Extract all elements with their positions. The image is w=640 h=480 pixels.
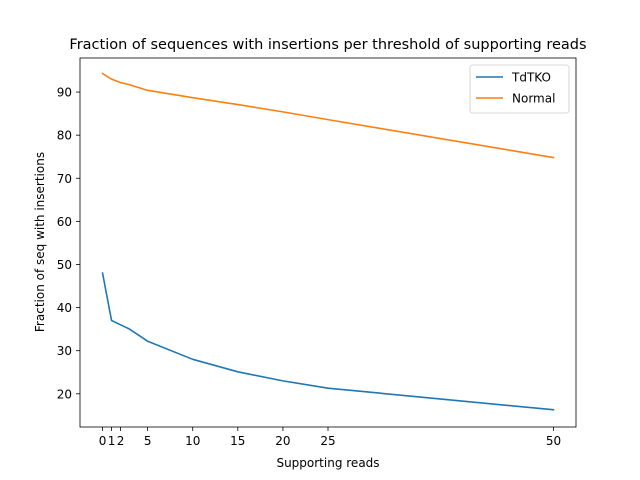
y-tick-label: 70 <box>57 172 72 186</box>
series-line-normal <box>101 72 555 159</box>
y-tick-label: 60 <box>57 215 72 229</box>
y-tick-label: 30 <box>57 344 72 358</box>
x-tick-label: 20 <box>275 434 290 448</box>
y-tick-label: 80 <box>57 129 72 143</box>
y-tick-label: 90 <box>57 86 72 100</box>
chart-title: Fraction of sequences with insertions pe… <box>69 37 586 53</box>
x-tick-label: 50 <box>546 434 561 448</box>
x-axis-label: Supporting reads <box>276 456 379 470</box>
legend-label-normal: Normal <box>512 92 555 106</box>
series-line-tdtko <box>101 272 555 411</box>
x-tick-label: 5 <box>144 434 152 448</box>
x-tick-label: 25 <box>320 434 335 448</box>
x-axis-ticks: 0 1 2 5 10 15 20 25 50 <box>99 427 561 448</box>
x-tick-label: 2 <box>117 434 125 448</box>
x-tick-label: 0 <box>99 434 107 448</box>
x-tick-label: 10 <box>185 434 200 448</box>
y-axis-ticks: 20 30 40 50 60 70 80 90 <box>57 86 80 401</box>
x-tick-label: 1 <box>108 434 116 448</box>
legend-label-tdtko: TdTKO <box>511 71 551 85</box>
legend: TdTKO Normal <box>469 64 570 114</box>
y-tick-label: 50 <box>57 258 72 272</box>
y-tick-label: 40 <box>57 301 72 315</box>
y-axis-label: Fraction of seq with insertions <box>33 152 47 332</box>
x-tick-label: 15 <box>230 434 245 448</box>
y-tick-label: 20 <box>57 387 72 401</box>
